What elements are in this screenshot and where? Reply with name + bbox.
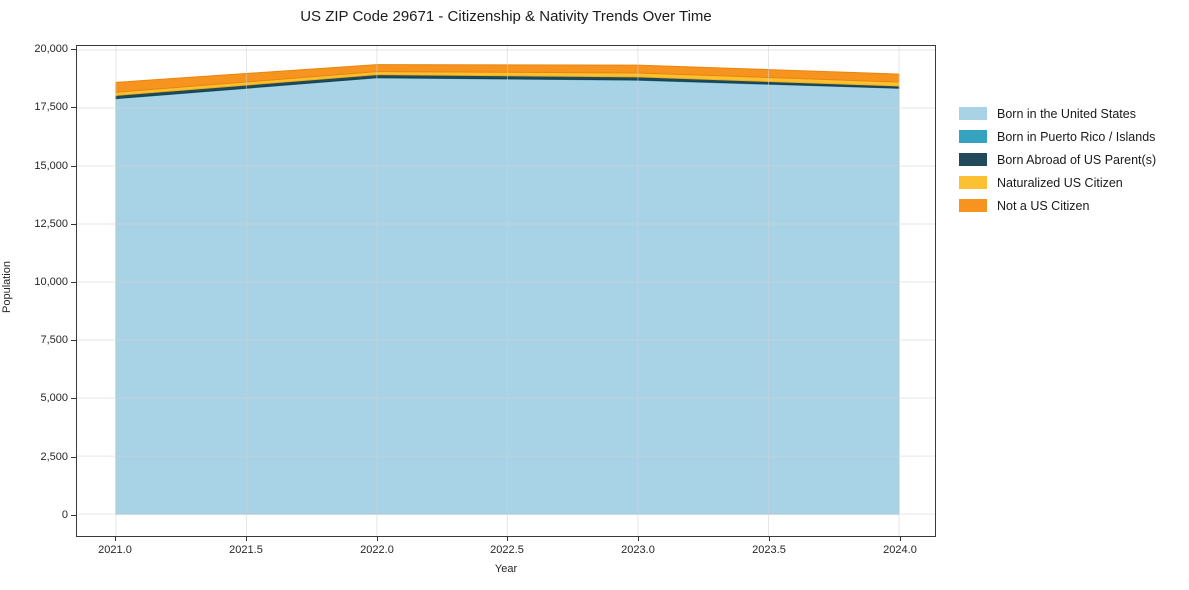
x-tick [638, 537, 639, 541]
legend-item-naturalized-us-citizen: Naturalized US Citizen [959, 175, 1156, 190]
x-tick-label: 2023.0 [621, 544, 655, 556]
x-tick-label: 2021.0 [98, 544, 132, 556]
legend-label: Born in the United States [997, 106, 1136, 121]
x-tick [769, 537, 770, 541]
y-tick [71, 282, 76, 283]
legend-label: Born Abroad of US Parent(s) [997, 152, 1157, 167]
legend-label: Naturalized US Citizen [997, 175, 1123, 190]
y-tick-label: 17,500 [34, 101, 68, 113]
legend-swatch-born-abroad-of-us-parent-s [959, 153, 987, 166]
y-tick [71, 457, 76, 458]
y-tick-label: 20,000 [34, 43, 68, 55]
y-tick-label: 5,000 [40, 392, 68, 404]
legend: Born in the United States Born in Puerto … [959, 106, 1157, 213]
legend-swatch-not-a-us-citizen [959, 199, 987, 212]
y-tick-label: 12,500 [34, 218, 68, 230]
y-tick [71, 49, 76, 50]
y-tick-label: 2,500 [40, 451, 68, 463]
y-tick [71, 166, 76, 167]
legend-swatch-born-in-the-united-states [959, 107, 987, 120]
x-tick [246, 537, 247, 541]
x-tick [900, 537, 901, 541]
x-tick-label: 2023.5 [752, 544, 786, 556]
x-tick [115, 537, 116, 541]
x-tick [507, 537, 508, 541]
plot-area [76, 45, 936, 537]
legend-item-not-a-us-citizen: Not a US Citizen [959, 198, 1156, 213]
y-tick [71, 107, 76, 108]
legend-label: Not a US Citizen [997, 198, 1090, 213]
x-tick-label: 2024.0 [883, 544, 917, 556]
legend-label: Born in Puerto Rico / Islands [997, 129, 1156, 144]
y-tick-label: 0 [61, 509, 68, 521]
y-tick [71, 340, 76, 341]
y-tick [71, 398, 76, 399]
y-axis-label: Population [1, 261, 13, 313]
legend-swatch-naturalized-us-citizen [959, 176, 987, 189]
stacked-area-plot [77, 46, 935, 536]
x-tick-label: 2022.5 [490, 544, 524, 556]
legend-item-born-abroad-of-us-parent-s: Born Abroad of US Parent(s) [959, 152, 1157, 167]
y-tick [71, 515, 76, 516]
legend-item-born-in-puerto-rico-islands: Born in Puerto Rico / Islands [959, 129, 1156, 144]
legend-swatch-born-in-puerto-rico-islands [959, 130, 987, 143]
y-tick-label: 10,000 [34, 276, 68, 288]
x-tick-label: 2021.5 [229, 544, 263, 556]
legend-item-born-in-the-united-states: Born in the United States [959, 106, 1156, 121]
y-tick-label: 7,500 [40, 334, 68, 346]
y-tick [71, 224, 76, 225]
y-tick-label: 15,000 [34, 160, 68, 172]
x-axis-label: Year [494, 563, 518, 575]
x-tick-label: 2022.0 [360, 544, 394, 556]
chart-title: US ZIP Code 29671 - Citizenship & Nativi… [300, 8, 712, 25]
x-tick [377, 537, 378, 541]
